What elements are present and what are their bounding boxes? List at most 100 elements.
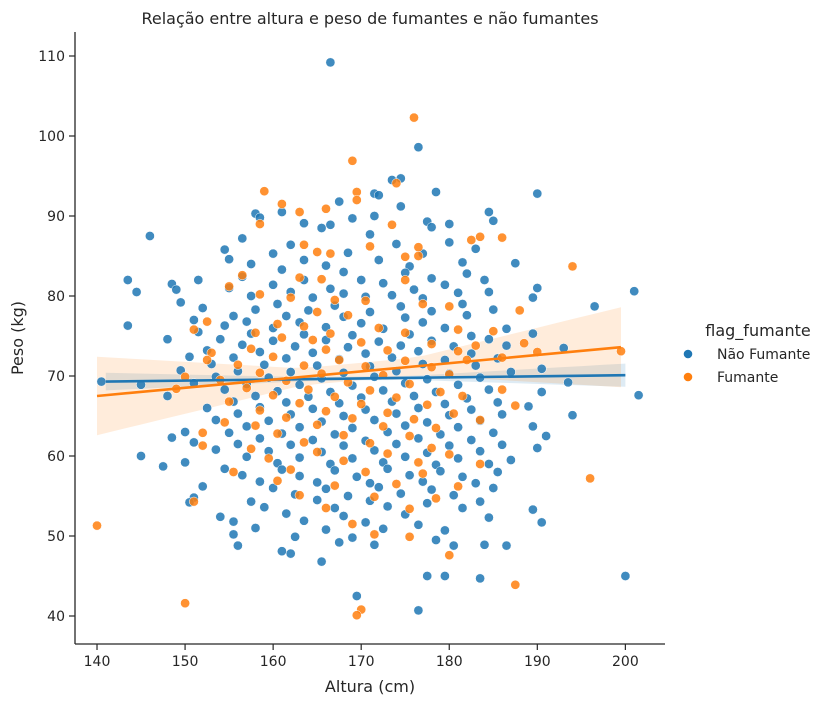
- data-point-fumante: [233, 359, 243, 370]
- data-point-fumante: [497, 232, 507, 243]
- data-point-nao-fumante: [629, 286, 640, 297]
- data-point-fumante: [316, 274, 327, 285]
- data-point-nao-fumante: [189, 437, 199, 448]
- data-point-nao-fumante: [440, 279, 450, 290]
- data-point-nao-fumante: [453, 453, 463, 464]
- data-point-nao-fumante: [180, 427, 190, 437]
- data-point-nao-fumante: [299, 255, 309, 265]
- data-point-nao-fumante: [241, 451, 252, 462]
- data-point-fumante: [321, 503, 331, 513]
- data-point-fumante: [488, 326, 499, 337]
- data-point-nao-fumante: [369, 415, 380, 425]
- data-point-nao-fumante: [167, 432, 177, 443]
- data-point-nao-fumante: [365, 229, 375, 240]
- data-point-fumante: [272, 428, 283, 439]
- data-point-fumante: [189, 324, 199, 335]
- data-point-nao-fumante: [268, 335, 278, 346]
- data-point-nao-fumante: [303, 305, 314, 316]
- data-point-fumante: [307, 335, 318, 345]
- data-point-fumante: [351, 195, 362, 205]
- data-point-nao-fumante: [211, 415, 221, 425]
- data-point-fumante: [391, 392, 402, 403]
- data-point-fumante: [365, 385, 375, 396]
- data-point-fumante: [369, 529, 380, 540]
- data-point-fumante: [616, 346, 626, 357]
- data-point-nao-fumante: [426, 222, 437, 233]
- data-point-nao-fumante: [382, 501, 393, 512]
- data-point-nao-fumante: [506, 455, 516, 465]
- data-point-fumante: [510, 400, 521, 411]
- x-tick-label: 180: [436, 654, 463, 670]
- data-point-nao-fumante: [285, 367, 296, 377]
- data-point-fumante: [299, 360, 309, 371]
- data-point-nao-fumante: [312, 477, 323, 488]
- y-tick-label: 100: [38, 129, 65, 145]
- data-point-nao-fumante: [343, 342, 353, 353]
- data-point-fumante: [365, 241, 375, 252]
- regression-line-fumante: [96, 345, 622, 398]
- data-point-nao-fumante: [391, 408, 402, 419]
- data-point-nao-fumante: [387, 290, 397, 301]
- data-point-fumante: [259, 186, 270, 197]
- data-point-nao-fumante: [413, 142, 424, 153]
- y-tick-label: 50: [47, 529, 65, 545]
- y-tick-label: 110: [38, 49, 65, 65]
- data-point-fumante: [475, 459, 485, 469]
- data-point-nao-fumante: [237, 470, 248, 481]
- data-point-fumante: [299, 239, 309, 250]
- data-point-fumante: [417, 468, 428, 479]
- data-point-nao-fumante: [373, 255, 384, 265]
- data-point-nao-fumante: [250, 523, 261, 533]
- data-point-nao-fumante: [470, 243, 481, 254]
- data-point-nao-fumante: [528, 292, 538, 303]
- data-point-nao-fumante: [197, 481, 208, 492]
- data-point-nao-fumante: [484, 512, 494, 523]
- data-point-fumante: [299, 321, 309, 332]
- data-point-nao-fumante: [202, 403, 212, 413]
- data-point-fumante: [299, 437, 309, 448]
- data-point-nao-fumante: [541, 431, 551, 441]
- data-point-fumante: [281, 412, 292, 423]
- data-point-nao-fumante: [484, 459, 494, 469]
- x-tick-label: 150: [172, 654, 199, 670]
- scatter-points: [92, 57, 644, 621]
- data-point-fumante: [400, 327, 411, 338]
- data-point-nao-fumante: [343, 491, 353, 501]
- data-point-fumante: [373, 323, 384, 333]
- plot-area: [92, 57, 644, 621]
- data-point-nao-fumante: [338, 440, 349, 451]
- data-point-nao-fumante: [321, 483, 331, 494]
- data-point-fumante: [382, 448, 393, 459]
- data-point-nao-fumante: [356, 275, 367, 285]
- data-point-nao-fumante: [501, 323, 512, 334]
- data-point-fumante: [444, 449, 455, 460]
- data-point-fumante: [356, 399, 367, 409]
- data-point-fumante: [285, 292, 296, 303]
- data-point-fumante: [246, 443, 256, 454]
- data-point-nao-fumante: [294, 471, 305, 481]
- data-point-nao-fumante: [462, 268, 472, 279]
- data-point-fumante: [303, 384, 314, 395]
- data-point-nao-fumante: [422, 571, 433, 581]
- data-point-nao-fumante: [536, 517, 547, 528]
- data-point-nao-fumante: [272, 299, 283, 309]
- data-point-nao-fumante: [431, 187, 441, 197]
- data-point-nao-fumante: [444, 440, 455, 451]
- data-point-nao-fumante: [228, 311, 239, 321]
- data-point-nao-fumante: [391, 239, 402, 249]
- data-point-nao-fumante: [501, 340, 512, 351]
- data-point-fumante: [510, 579, 521, 590]
- data-point-nao-fumante: [96, 376, 107, 387]
- data-point-nao-fumante: [528, 421, 538, 432]
- data-point-fumante: [466, 235, 477, 245]
- data-point-fumante: [351, 610, 362, 621]
- data-point-nao-fumante: [351, 591, 362, 601]
- data-point-fumante: [387, 219, 397, 230]
- data-point-nao-fumante: [321, 524, 331, 535]
- data-point-nao-fumante: [294, 452, 305, 463]
- data-point-nao-fumante: [325, 57, 336, 68]
- data-point-fumante: [431, 423, 441, 433]
- data-point-nao-fumante: [448, 540, 459, 551]
- data-point-nao-fumante: [347, 330, 358, 341]
- data-point-fumante: [92, 520, 102, 531]
